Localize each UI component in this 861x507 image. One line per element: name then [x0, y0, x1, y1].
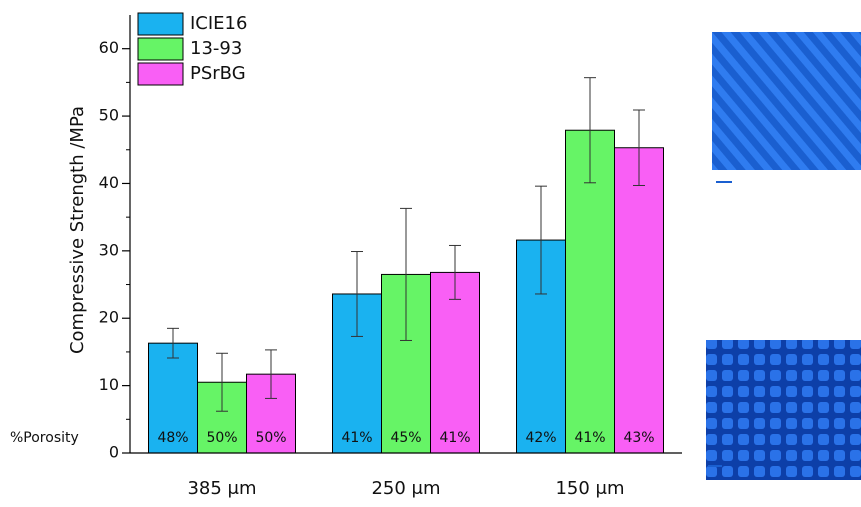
- scaffold-image-top: [712, 32, 861, 170]
- y-tick-label: 20: [99, 308, 119, 327]
- x-tick-label: 150 μm: [555, 478, 624, 499]
- porosity-value: 45%: [390, 430, 421, 446]
- chart: Compressive Strength /MPa %Porosity 0 10 2…: [0, 0, 861, 503]
- scaffold-images: [706, 32, 861, 480]
- porosity-value: 41%: [439, 430, 470, 446]
- y-tick-label: 30: [99, 240, 119, 259]
- y-tick-label: 10: [99, 375, 119, 394]
- porosity-value: 43%: [623, 430, 654, 446]
- porosity-value: 42%: [525, 430, 556, 446]
- y-tick-label: 0: [109, 443, 119, 462]
- legend-label: 13-93: [190, 38, 242, 59]
- bar: [615, 148, 664, 453]
- porosity-value: 50%: [206, 430, 237, 446]
- x-tick-label: 250 μm: [371, 478, 440, 499]
- legend-swatch: [138, 13, 183, 35]
- porosity-label: %Porosity: [10, 430, 79, 446]
- y-axis-label: Compressive Strength /MPa: [67, 106, 88, 354]
- legend-label: ICIE16: [190, 13, 247, 34]
- porosity-value: 41%: [341, 430, 372, 446]
- x-tick-label: 385 μm: [187, 478, 256, 499]
- legend-label: PSrBG: [190, 63, 246, 84]
- porosity-value: 48%: [157, 430, 188, 446]
- legend-swatch: [138, 38, 183, 60]
- y-tick-label: 60: [99, 38, 119, 57]
- y-tick-label: 40: [99, 173, 119, 192]
- y-tick-label: 50: [99, 106, 119, 125]
- scaffold-image-bottom: [706, 340, 861, 480]
- porosity-value: 41%: [574, 430, 605, 446]
- legend-swatch: [138, 63, 183, 85]
- porosity-value: 50%: [255, 430, 286, 446]
